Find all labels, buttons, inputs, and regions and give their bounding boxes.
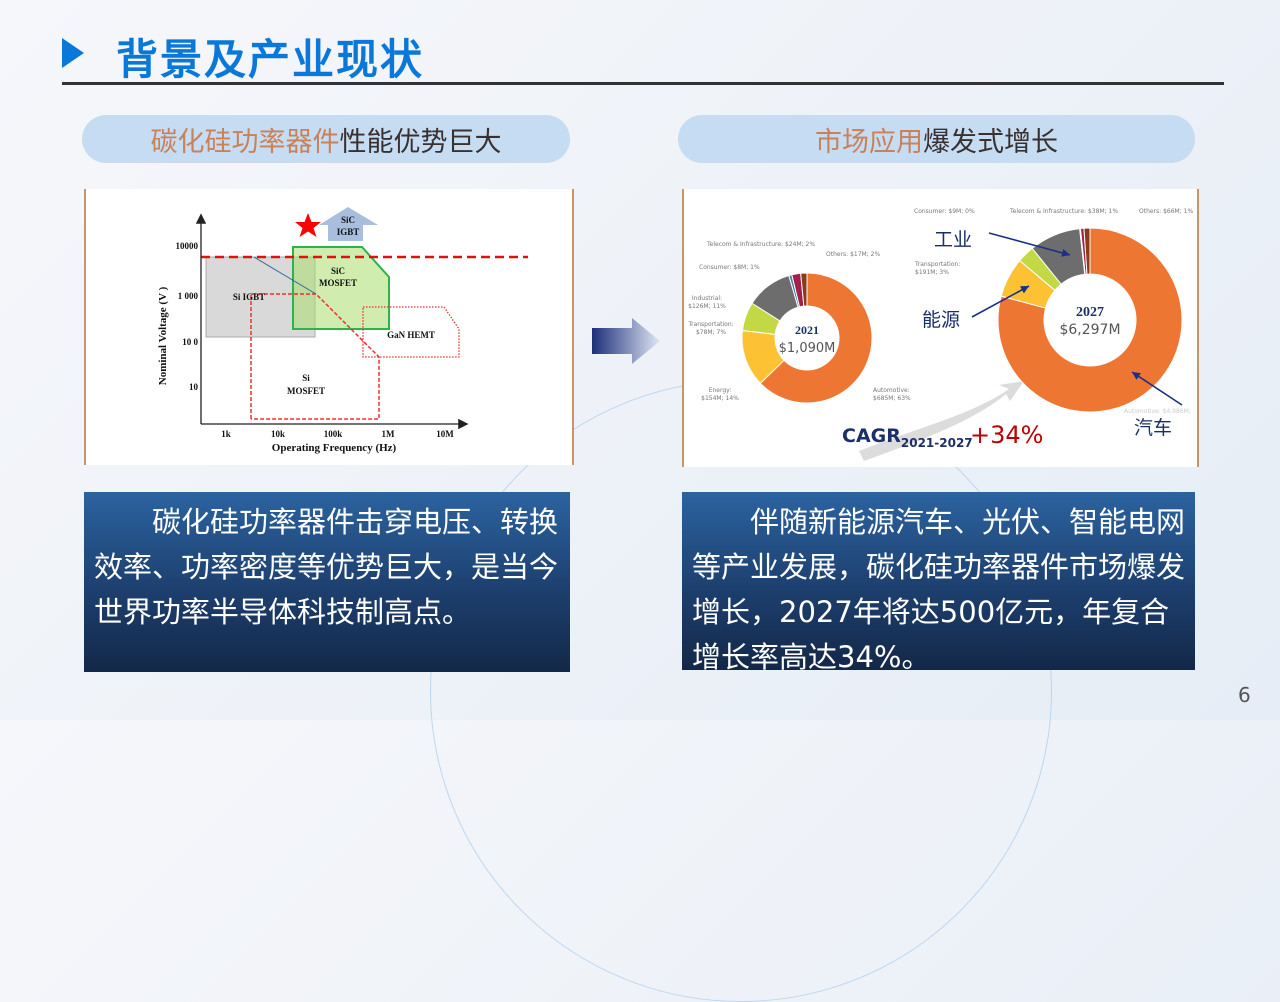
cagr-period: 2021-2027	[900, 435, 973, 450]
cagr-value: +34%	[970, 421, 1044, 449]
diagram-svg: 10000 1 000 10 0 10 1k 10k 100k 1M 10M S…	[157, 207, 528, 454]
region-label: IGBT	[337, 227, 360, 237]
x-tick: 1M	[382, 429, 396, 439]
donut-slice-others	[1083, 227, 1091, 275]
label-transportation-2027: Transportation: $191M; 3%	[915, 261, 961, 276]
sic-igbt-arrow	[319, 207, 378, 241]
label-others-2021: Others: $17M; 2%	[826, 251, 881, 258]
device-comparison-diagram: 10000 1 000 10 0 10 1k 10k 100k 1M 10M S…	[84, 189, 574, 465]
x-tick: 100k	[324, 429, 343, 439]
x-tick: 10k	[271, 429, 285, 439]
left-heading-rest: 性能优势巨大	[339, 126, 502, 158]
left-heading-highlight: 碳化硅功率器件	[150, 126, 340, 158]
right-heading-highlight: 市场应用	[815, 126, 923, 158]
annotation-arrow	[1131, 371, 1183, 406]
donut-year: 2027	[1076, 305, 1104, 320]
region-label: MOSFET	[287, 386, 325, 396]
page-number: 6	[1238, 683, 1251, 707]
region-label: Si	[302, 373, 310, 383]
y-tick: 10	[189, 382, 199, 392]
x-axis-title: Operating Frequency (Hz)	[272, 442, 397, 454]
annotation-auto: 汽车	[1134, 417, 1173, 439]
label-automotive-2027: Automotive: $4,986M;	[1124, 408, 1191, 415]
annotation-energy: 能源	[922, 309, 961, 331]
sic-mosfet-region	[292, 246, 390, 330]
label-industrial-2021: Industrial: $126M; 11%	[688, 295, 726, 310]
transition-arrow-icon	[592, 318, 660, 364]
donut-slice-others	[800, 272, 808, 307]
y-axis-title: Nominal Voltage (V )	[157, 286, 169, 385]
left-body-text: 碳化硅功率器件击穿电压、转换效率、功率密度等优势巨大，是当今世界功率半导体科技制…	[84, 492, 570, 672]
region-label: SiC	[341, 215, 355, 225]
annotation-industry: 工业	[934, 229, 973, 251]
label-telecom-2021: Telecom & Infrastructure: $24M; 2%	[707, 241, 816, 248]
label-transportation-2021: Transportation: $78M; 7%	[688, 321, 734, 336]
page-title: 背景及产业现状	[116, 35, 425, 84]
y-tick: 10 0	[182, 337, 198, 347]
title-divider	[62, 82, 1224, 85]
donut-slice-automotive	[759, 272, 873, 404]
donut-total: $1,090M	[779, 341, 836, 356]
annotation-arrow	[988, 232, 1071, 256]
label-telecom-2027: Telecom & Infrastructure: $38M; 1%	[1010, 208, 1119, 215]
region-label: SiC	[331, 266, 345, 276]
x-tick: 1k	[221, 429, 231, 439]
boundary-line	[253, 256, 317, 295]
annotation-arrowhead	[1132, 372, 1141, 380]
y-tick: 10000	[176, 241, 199, 251]
annotation-arrowhead	[1061, 249, 1070, 257]
donut-svg: 2021 $1,090M 2027 $6,297M	[741, 227, 1183, 461]
donut-slice-automotive	[997, 227, 1183, 413]
label-automotive-2021: Automotive: $685M; 63%	[873, 387, 911, 402]
growth-arrow-icon	[859, 381, 1024, 461]
decorative-circle	[430, 380, 1052, 1002]
right-body-text: 伴随新能源汽车、光伏、智能电网等产业发展，碳化硅功率器件市场爆发增长，2027年…	[682, 492, 1195, 674]
region-label: Si IGBT	[233, 292, 265, 302]
label-energy-2021: Energy: $154M; 14%	[701, 387, 739, 402]
x-tick: 10M	[436, 429, 454, 439]
right-heading: 市场应用 爆发式增长	[678, 115, 1195, 163]
label-others-2027: Others: $66M; 1%	[1139, 208, 1194, 215]
donut-year: 2021	[795, 323, 819, 337]
cagr-label: CAGR2021-2027	[842, 425, 973, 450]
star-icon	[295, 213, 321, 237]
annotation-arrow	[971, 285, 1030, 318]
title-triangle-icon	[62, 38, 84, 68]
donut-total: $6,297M	[1059, 322, 1120, 338]
annotation-arrowhead	[1020, 286, 1029, 294]
si-mosfet-region	[250, 293, 380, 420]
label-consumer-2021: Consumer: $8M; 1%	[699, 264, 760, 271]
right-heading-rest: 爆发式增长	[923, 126, 1058, 158]
left-heading: 碳化硅功率器件 性能优势巨大	[82, 115, 570, 163]
market-donut-charts: 2021 $1,090M 2027 $6,297M Telecom & Infrast…	[682, 189, 1199, 467]
region-label: GaN HEMT	[387, 330, 435, 340]
cagr-text: CAGR	[842, 425, 901, 447]
label-consumer-2027: Consumer: $9M; 0%	[914, 208, 975, 215]
gan-hemt-region	[362, 306, 460, 358]
y-tick: 1 000	[178, 291, 199, 301]
region-label: MOSFET	[319, 278, 357, 288]
